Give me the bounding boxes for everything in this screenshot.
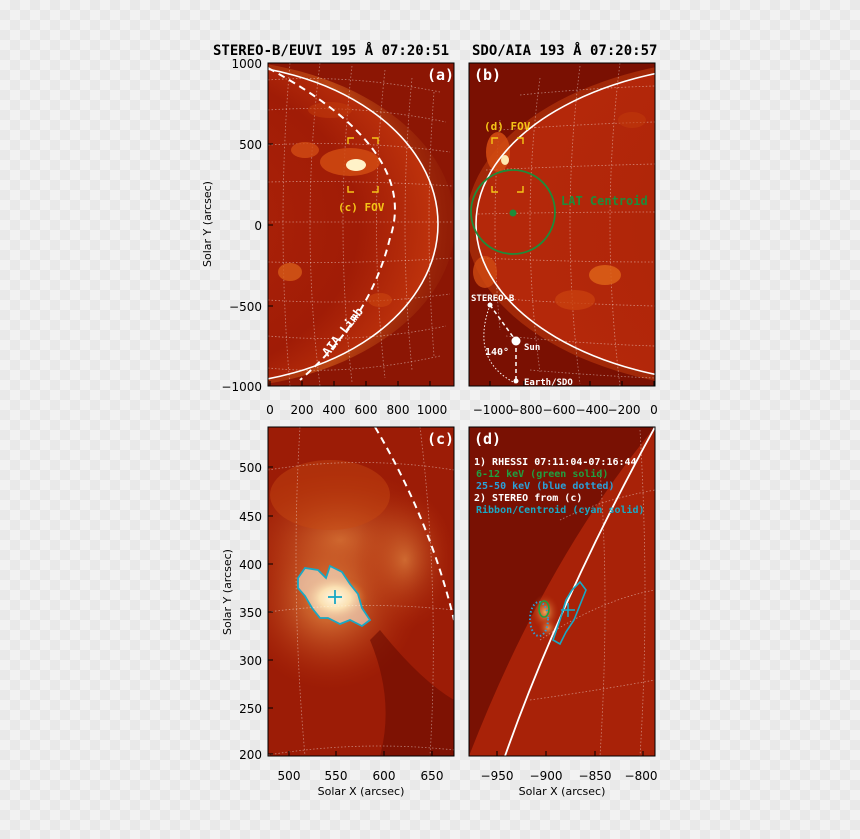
frame-c — [267, 426, 455, 757]
panel-label-c: (c) — [427, 430, 454, 448]
x-tick-b: −400 — [576, 403, 609, 417]
x-tick-b: −1000 — [473, 403, 514, 417]
legend-d: 1) RHESSI 07:11:04-07:16:44 6-12 keV (gr… — [474, 457, 645, 516]
tick-marks — [268, 62, 655, 756]
panel-label-d: (d) — [474, 430, 501, 448]
lat-centroid-label: LAT Centroid — [561, 194, 648, 208]
x-tick-a: 600 — [355, 403, 378, 417]
aia-limb-c — [374, 427, 454, 621]
panel-label-b: (b) — [474, 66, 501, 84]
x-tick-a: 1000 — [417, 403, 448, 417]
fov-box-c — [347, 137, 379, 193]
x-ticks-b: −1000 −800 −600 −400 −200 0 — [473, 403, 658, 417]
frame-d — [468, 426, 656, 757]
y-tick-c: 400 — [239, 558, 262, 572]
ribbon-contour-c — [297, 564, 372, 628]
solar-disk-b — [476, 73, 655, 375]
x-axis-label-d: Solar X (arcsec) — [519, 785, 606, 798]
x-tick-b: 0 — [650, 403, 658, 417]
y-tick-a: 1000 — [231, 57, 262, 71]
x-ticks-c: 500 550 600 650 — [278, 769, 444, 783]
legend-line-5: Ribbon/Centroid (cyan solid) — [476, 504, 645, 516]
y-tick-c: 250 — [239, 702, 262, 716]
y-tick-a: 500 — [239, 138, 262, 152]
stereo-b-label: STEREO-B — [471, 294, 515, 304]
lat-centroid-circle — [470, 169, 556, 255]
aia-limb-b — [475, 72, 655, 376]
y-axis-label-bottom: Solar Y (arcsec) — [221, 549, 234, 635]
x-tick-a: 400 — [323, 403, 346, 417]
title-right: SDO/AIA 193 Å 07:20:57 — [472, 42, 657, 59]
y-ticks-a: 1000 500 0 −500 −1000 — [221, 57, 262, 394]
y-ticks-c: 500 450 400 350 300 250 200 — [239, 461, 262, 762]
x-tick-d: −950 — [481, 769, 514, 783]
y-tick-a: 0 — [254, 219, 262, 233]
stereo-ribbon-d — [552, 580, 587, 646]
angle-label: 140° — [485, 347, 509, 358]
y-tick-c: 200 — [239, 748, 262, 762]
panel-d: 1) RHESSI 07:11:04-07:16:44 6-12 keV (gr… — [469, 427, 655, 756]
x-ticks-d: −950 −900 −850 −800 — [481, 769, 658, 783]
x-tick-b: −200 — [608, 403, 641, 417]
legend-line-1: 1) RHESSI 07:11:04-07:16:44 — [474, 457, 637, 468]
panel-b: (d) FOV LAT Centroid STEREO-B Sun Earth/… — [469, 63, 655, 388]
x-tick-a: 200 — [291, 403, 314, 417]
x-tick-b: −600 — [543, 403, 576, 417]
legend-line-4: 2) STEREO from (c) — [474, 493, 582, 504]
lat-centroid-dot — [509, 209, 517, 217]
x-ticks-a: 0 200 400 600 800 1000 — [266, 403, 447, 417]
y-tick-c: 300 — [239, 654, 262, 668]
sun-label: Sun — [524, 343, 540, 353]
active-regions-a — [278, 102, 392, 307]
y-tick-c: 500 — [239, 461, 262, 475]
panel-c: (c) — [268, 427, 454, 756]
aia-limb-d — [504, 427, 655, 756]
earth-sdo-label: Earth/SDO — [524, 378, 573, 388]
x-tick-c: 550 — [325, 769, 348, 783]
aia-limb-curve — [268, 67, 396, 381]
x-tick-c: 600 — [373, 769, 396, 783]
stereo-limb-a — [268, 68, 439, 380]
x-axis-label-c: Solar X (arcsec) — [318, 785, 405, 798]
ribbon-centroid-c — [328, 590, 342, 604]
fov-label-c: (c) FOV — [338, 201, 385, 214]
x-tick-c: 500 — [278, 769, 301, 783]
panel-label-a: (a) — [427, 66, 454, 84]
legend-line-3: 25-50 keV (blue dotted) — [476, 481, 614, 492]
x-tick-d: −900 — [530, 769, 563, 783]
y-tick-c: 350 — [239, 606, 262, 620]
y-tick-a: −1000 — [221, 380, 262, 394]
orbit-sketch — [483, 302, 521, 384]
y-tick-a: −500 — [229, 300, 262, 314]
x-tick-a: 800 — [387, 403, 410, 417]
y-tick-c: 450 — [239, 510, 262, 524]
panel-a: (c) FOV AIA Limb (a) — [268, 63, 454, 386]
rhessi-25-50-contour — [529, 601, 549, 637]
x-tick-b: −800 — [510, 403, 543, 417]
stereo-centroid-d — [561, 603, 575, 617]
fov-box-d — [491, 137, 524, 193]
y-axis-label-top: Solar Y (arcsec) — [201, 181, 214, 267]
x-tick-d: −850 — [579, 769, 612, 783]
title-left: STEREO-B/EUVI 195 Å 07:20:51 — [213, 42, 449, 59]
rhessi-6-12-contour — [538, 600, 550, 618]
fov-label-d: (d) FOV — [484, 120, 531, 133]
x-tick-c: 650 — [421, 769, 444, 783]
frame-b — [468, 62, 656, 387]
x-tick-a: 0 — [266, 403, 274, 417]
heliographic-grid-c — [268, 427, 454, 756]
legend-line-2: 6-12 keV (green solid) — [476, 468, 608, 480]
x-tick-d: −800 — [625, 769, 658, 783]
